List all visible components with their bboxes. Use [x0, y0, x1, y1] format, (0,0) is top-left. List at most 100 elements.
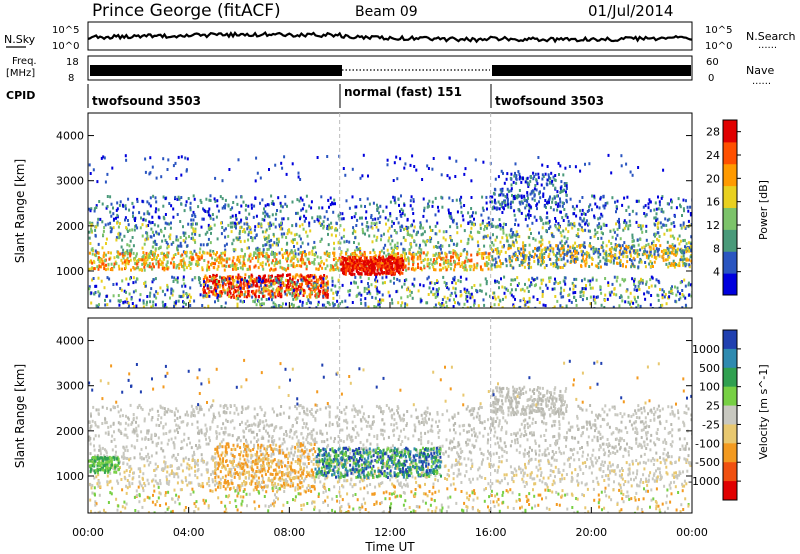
- power-cell: [310, 283, 313, 287]
- power-cell: [332, 291, 335, 295]
- power-cell: [545, 283, 548, 287]
- power-cell: [157, 253, 160, 257]
- power-cell: [398, 203, 400, 207]
- power-cell: [653, 255, 656, 259]
- power-cell: [644, 261, 647, 264]
- power-cell: [256, 279, 259, 283]
- power-cell: [513, 254, 516, 258]
- power-cell: [315, 267, 318, 271]
- power-cell: [637, 284, 640, 288]
- power-cell: [550, 181, 553, 185]
- power-cell: [247, 280, 250, 284]
- power-cell: [298, 224, 301, 228]
- power-cell: [301, 241, 304, 245]
- power-cell: [372, 256, 375, 260]
- power-cell: [521, 253, 524, 257]
- power-cell: [564, 282, 567, 286]
- power-cell: [248, 226, 251, 229]
- power-cell: [545, 182, 548, 186]
- power-cell: [514, 218, 517, 222]
- power-cell: [339, 262, 342, 266]
- power-cell: [554, 280, 557, 284]
- power-cell: [205, 292, 208, 296]
- power-cell: [209, 194, 212, 198]
- power-cell: [264, 204, 267, 208]
- power-cell: [118, 222, 121, 225]
- power-cell: [475, 288, 478, 292]
- power-cell: [681, 214, 683, 217]
- power-cell: [262, 248, 265, 252]
- power-cell: [368, 290, 371, 294]
- power-cell: [355, 205, 358, 209]
- power-cell: [422, 251, 425, 255]
- power-cell: [433, 258, 436, 262]
- power-cell: [91, 261, 94, 265]
- power-cell: [586, 210, 589, 213]
- power-cell: [537, 258, 540, 262]
- power-cell: [341, 265, 344, 269]
- power-cell: [121, 267, 124, 271]
- noise-trace: [88, 30, 692, 44]
- power-cell: [141, 223, 144, 227]
- power-cell: [110, 262, 113, 266]
- power-cell: [323, 251, 326, 255]
- power-cell: [459, 264, 462, 268]
- power-cell: [432, 245, 435, 249]
- power-cell: [272, 282, 275, 286]
- power-cell: [614, 200, 616, 204]
- power-cell: [229, 264, 232, 268]
- power-cell: [179, 259, 182, 263]
- power-cell: [282, 256, 284, 259]
- power-cell: [573, 224, 576, 228]
- power-cell: [520, 211, 523, 215]
- power-cell: [501, 202, 504, 206]
- power-cell: [322, 289, 325, 293]
- power-cell: [265, 284, 268, 288]
- power-cell: [254, 197, 257, 200]
- power-cell: [282, 217, 285, 221]
- power-cell: [512, 278, 515, 282]
- power-cell: [538, 231, 540, 235]
- power-cell: [580, 253, 583, 257]
- power-cell: [147, 224, 150, 227]
- power-cell: [207, 260, 210, 264]
- power-cell: [217, 209, 220, 213]
- power-cell: [573, 221, 576, 225]
- power-cell: [273, 268, 276, 272]
- power-cell: [440, 251, 443, 255]
- power-cell: [349, 289, 352, 293]
- power-cell: [682, 254, 685, 258]
- power-cell: [445, 282, 448, 285]
- power-cell: [193, 299, 196, 303]
- power-cell: [146, 295, 149, 298]
- power-cell: [112, 283, 115, 286]
- power-cell: [313, 273, 316, 277]
- power-cell: [401, 225, 404, 229]
- power-cell: [547, 255, 550, 258]
- power-cell: [374, 217, 377, 221]
- power-cell: [397, 256, 400, 259]
- power-cell: [489, 294, 491, 298]
- power-cell: [198, 281, 201, 285]
- power-cell: [293, 265, 296, 269]
- power-cell: [260, 297, 263, 301]
- power-cell: [177, 195, 180, 199]
- power-cell: [161, 267, 164, 271]
- power-cell: [530, 191, 533, 195]
- power-cell: [241, 249, 244, 253]
- power-cell: [406, 228, 409, 232]
- power-cell: [454, 262, 457, 266]
- power-cell: [389, 254, 392, 257]
- power-cell: [486, 207, 488, 211]
- power-cell: [286, 241, 289, 245]
- power-cell: [103, 226, 106, 230]
- power-cell: [296, 280, 299, 284]
- power-cell: [503, 199, 506, 203]
- power-cell: [250, 283, 253, 287]
- power-cell: [419, 243, 421, 247]
- power-cell: [470, 196, 473, 199]
- power-cell: [272, 287, 275, 291]
- power-cell: [172, 241, 175, 244]
- power-cell: [324, 306, 327, 308]
- power-cell: [612, 228, 615, 232]
